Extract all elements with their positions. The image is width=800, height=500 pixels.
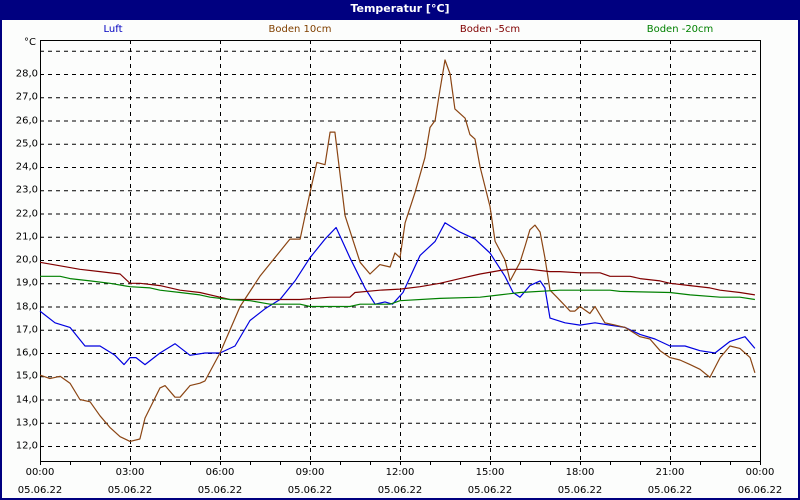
x-axis-tick-label: 06:00 05.06.22 [198,464,243,500]
y-axis-tick-label: 20,0 [15,254,38,266]
x-tick-date: 06.06.22 [737,485,783,496]
y-axis-tick-label: 25,0 [15,138,38,150]
x-tick-time: 12:00 [385,467,415,478]
series-line-boden-20cm [40,275,755,308]
y-axis-tick-label: 24,0 [15,161,38,173]
x-axis-tick-label: 09:00 05.06.22 [288,464,333,500]
x-tick-time: 18:00 [565,467,595,478]
chart-title: Temperatur [°C] [350,2,450,15]
x-tick-time: 21:00 [655,467,685,478]
plot-area [39,40,761,465]
y-axis-tick-label: 18,0 [15,301,38,312]
y-axis-tick-label: 14,0 [15,394,38,405]
plot-border [40,40,761,462]
y-axis-tick-label: 23,0 [15,184,38,196]
y-axis-tick-label: 15,0 [15,370,38,382]
y-axis-tick-label: 16,0 [15,347,38,359]
x-axis-tick-label: 00:00 06.06.22 [738,464,783,500]
x-tick-date: 05.06.22 [17,485,63,496]
y-axis-tick-label: 21,0 [15,231,38,243]
x-tick-time: 15:00 [475,467,505,478]
legend-item-boden-10cm: Boden 10cm [268,24,332,35]
x-tick-time: 00:00 [25,467,55,478]
x-axis-tick-label: 12:00 05.06.22 [378,464,423,500]
x-axis-tick-label: 21:00 05.06.22 [648,464,693,500]
x-tick-date: 05.06.22 [647,485,693,496]
y-axis-tick-label: 19,0 [15,277,38,289]
x-tick-time: 06:00 [205,467,235,478]
x-tick-date: 05.06.22 [467,485,513,496]
x-tick-date: 05.06.22 [557,485,603,496]
legend-item-luft: Luft [103,24,123,35]
x-axis-tick-label: 15:00 05.06.22 [468,464,513,500]
y-axis-unit-label: °C [24,37,36,48]
x-tick-date: 05.06.22 [287,485,333,496]
x-axis-tick-label: 00:00 05.06.22 [18,464,63,500]
series-line-boden-10cm [39,59,756,442]
legend-item-boden-5cm: Boden -5cm [459,24,521,35]
legend-item-boden-20cm: Boden -20cm [646,24,714,35]
y-axis-tick-label: 28,0 [15,68,38,80]
series-line-luft [39,222,756,366]
chart-panel: Luft Boden 10cm Boden -5cm Boden -20cm °C 1… [2,20,798,498]
x-axis-tick-label: 18:00 05.06.22 [558,464,603,500]
y-axis-tick-label: 13,0 [15,417,38,429]
x-tick-time: 03:00 [115,467,145,478]
series-line-boden-5cm [39,261,755,301]
x-tick-date: 05.06.22 [107,485,153,496]
y-axis-tick-label: 27,0 [15,91,38,103]
x-axis-tick-label: 03:00 05.06.22 [108,464,153,500]
x-tick-time: 09:00 [295,467,325,478]
x-tick-date: 05.06.22 [377,485,423,496]
y-axis-tick-label: 26,0 [15,115,38,126]
y-axis-tick-label: 22,0 [15,208,38,219]
x-tick-time: 00:00 [745,467,775,478]
x-tick-date: 05.06.22 [197,485,243,496]
y-axis-tick-label: 12,0 [15,440,38,452]
y-axis-tick-label: 17,0 [15,324,38,336]
